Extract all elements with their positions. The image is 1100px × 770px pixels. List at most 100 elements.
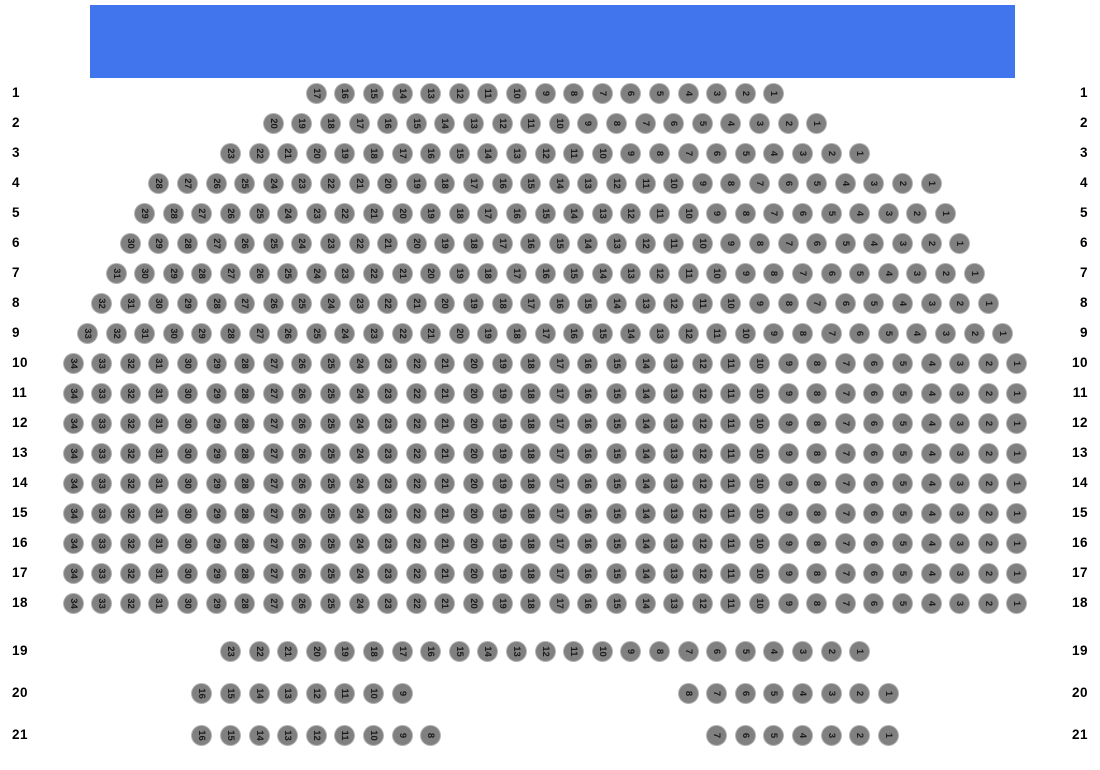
- seat[interactable]: 2: [978, 474, 998, 493]
- seat[interactable]: 5: [692, 114, 712, 133]
- seat[interactable]: 16: [192, 684, 212, 703]
- seat[interactable]: 26: [292, 594, 312, 613]
- seat[interactable]: 9: [778, 564, 798, 583]
- seat[interactable]: 17: [535, 324, 555, 343]
- seat[interactable]: 19: [492, 504, 512, 523]
- seat[interactable]: 11: [335, 684, 355, 703]
- seat[interactable]: 10: [750, 564, 769, 583]
- seat[interactable]: 9: [721, 234, 741, 253]
- seat[interactable]: 17: [392, 144, 412, 163]
- seat[interactable]: 3: [750, 114, 769, 133]
- seat[interactable]: 29: [206, 354, 226, 373]
- seat[interactable]: 17: [549, 444, 569, 463]
- seat[interactable]: 16: [549, 294, 569, 313]
- seat[interactable]: 5: [764, 726, 784, 745]
- seat[interactable]: 1: [964, 264, 984, 283]
- seat[interactable]: 19: [492, 384, 512, 403]
- seat[interactable]: 33: [92, 384, 112, 403]
- seat[interactable]: 10: [678, 204, 698, 223]
- seat[interactable]: 4: [921, 504, 941, 523]
- seat[interactable]: 26: [292, 384, 312, 403]
- seat[interactable]: 12: [664, 294, 684, 313]
- seat[interactable]: 34: [63, 444, 83, 463]
- seat[interactable]: 21: [378, 234, 398, 253]
- seat[interactable]: 19: [492, 564, 512, 583]
- seat[interactable]: 3: [707, 84, 727, 103]
- seat[interactable]: 21: [349, 174, 369, 193]
- seat[interactable]: 26: [249, 264, 269, 283]
- seat[interactable]: 25: [321, 474, 340, 493]
- seat[interactable]: 34: [63, 594, 83, 613]
- seat[interactable]: 8: [807, 564, 827, 583]
- seat[interactable]: 2: [978, 414, 998, 433]
- seat[interactable]: 20: [406, 234, 426, 253]
- seat[interactable]: 4: [721, 114, 741, 133]
- seat[interactable]: 29: [206, 504, 226, 523]
- seat[interactable]: 19: [478, 324, 498, 343]
- seat[interactable]: 18: [521, 504, 541, 523]
- seat[interactable]: 25: [321, 384, 340, 403]
- seat[interactable]: 12: [535, 144, 555, 163]
- seat[interactable]: 29: [206, 444, 226, 463]
- seat[interactable]: 27: [263, 534, 283, 553]
- seat[interactable]: 16: [492, 174, 512, 193]
- seat[interactable]: 6: [864, 504, 884, 523]
- seat[interactable]: 11: [721, 444, 741, 463]
- seat[interactable]: 23: [378, 504, 398, 523]
- seat[interactable]: 13: [664, 444, 684, 463]
- seat[interactable]: 26: [220, 204, 240, 223]
- seat[interactable]: 31: [135, 324, 155, 343]
- seat[interactable]: 22: [406, 564, 426, 583]
- seat[interactable]: 6: [864, 594, 884, 613]
- seat[interactable]: 22: [406, 534, 426, 553]
- seat[interactable]: 2: [778, 114, 798, 133]
- seat[interactable]: 12: [692, 534, 712, 553]
- seat[interactable]: 15: [607, 504, 626, 523]
- seat[interactable]: 12: [492, 114, 512, 133]
- seat[interactable]: 15: [406, 114, 426, 133]
- seat[interactable]: 29: [206, 384, 226, 403]
- seat[interactable]: 16: [335, 84, 355, 103]
- seat[interactable]: 6: [735, 684, 755, 703]
- seat[interactable]: 28: [235, 534, 255, 553]
- seat[interactable]: 17: [549, 474, 569, 493]
- seat[interactable]: 8: [807, 414, 827, 433]
- seat[interactable]: 30: [178, 564, 197, 583]
- seat[interactable]: 20: [392, 204, 412, 223]
- seat[interactable]: 5: [835, 234, 855, 253]
- seat[interactable]: 15: [564, 264, 584, 283]
- seat[interactable]: 9: [735, 264, 755, 283]
- seat[interactable]: 1: [935, 204, 955, 223]
- seat[interactable]: 31: [149, 354, 169, 373]
- seat[interactable]: 7: [707, 684, 727, 703]
- seat[interactable]: 9: [778, 534, 798, 553]
- seat[interactable]: 32: [106, 324, 126, 343]
- seat[interactable]: 20: [449, 324, 469, 343]
- seat[interactable]: 10: [750, 504, 769, 523]
- seat[interactable]: 10: [363, 684, 383, 703]
- seat[interactable]: 18: [521, 384, 541, 403]
- seat[interactable]: 25: [306, 324, 326, 343]
- seat[interactable]: 29: [206, 414, 226, 433]
- seat[interactable]: 4: [864, 234, 884, 253]
- seat[interactable]: 1: [1007, 444, 1027, 463]
- seat[interactable]: 19: [292, 114, 312, 133]
- seat[interactable]: 13: [421, 84, 441, 103]
- seat[interactable]: 27: [263, 414, 283, 433]
- seat[interactable]: 31: [149, 444, 169, 463]
- seat[interactable]: 13: [664, 474, 684, 493]
- seat[interactable]: 9: [778, 474, 798, 493]
- seat[interactable]: 2: [978, 564, 998, 583]
- seat[interactable]: 29: [206, 594, 226, 613]
- seat[interactable]: 17: [549, 414, 569, 433]
- seat[interactable]: 25: [321, 444, 340, 463]
- seat[interactable]: 33: [92, 444, 112, 463]
- seat[interactable]: 28: [235, 594, 255, 613]
- seat[interactable]: 11: [721, 534, 741, 553]
- seat[interactable]: 33: [92, 354, 112, 373]
- seat[interactable]: 33: [92, 474, 112, 493]
- seat[interactable]: 15: [535, 204, 555, 223]
- seat[interactable]: 6: [821, 264, 841, 283]
- seat[interactable]: 5: [893, 474, 912, 493]
- seat[interactable]: 17: [549, 384, 569, 403]
